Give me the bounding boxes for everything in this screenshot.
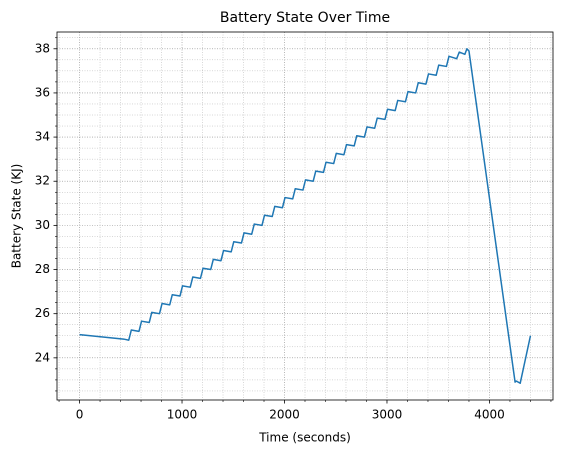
y-tick-label: 36 [35, 85, 50, 99]
x-tick-label: 4000 [474, 408, 505, 422]
plot-frame [56, 31, 554, 401]
y-tick-label: 38 [35, 41, 50, 55]
data-line [79, 48, 532, 384]
x-tick-label: 3000 [372, 408, 403, 422]
y-tick-label: 24 [35, 350, 50, 364]
y-tick-label: 30 [35, 218, 50, 232]
y-tick-label: 32 [35, 174, 50, 188]
y-tick-label: 34 [35, 130, 50, 144]
x-tick-label: 2000 [269, 408, 300, 422]
chart-title: Battery State Over Time [220, 10, 390, 26]
y-tick-label: 26 [35, 306, 50, 320]
y-tick-label: 28 [35, 262, 50, 276]
x-tick-label: 1000 [167, 408, 198, 422]
x-tick-label: 0 [76, 408, 84, 422]
y-axis-label: Battery State (KJ) [10, 164, 24, 269]
x-axis-label: Time (seconds) [258, 431, 351, 445]
